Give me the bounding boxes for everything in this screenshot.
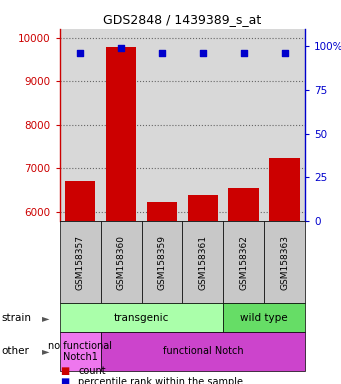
Bar [106, 47, 136, 221]
Point [118, 45, 124, 51]
Text: GDS2848 / 1439389_s_at: GDS2848 / 1439389_s_at [103, 13, 262, 26]
Text: count: count [78, 366, 106, 376]
Text: other: other [2, 346, 30, 356]
Text: ►: ► [42, 346, 50, 356]
Text: functional Notch: functional Notch [163, 346, 243, 356]
Text: GSM158357: GSM158357 [76, 235, 85, 290]
Point [282, 50, 287, 56]
Text: ■: ■ [60, 377, 69, 384]
Text: GSM158359: GSM158359 [158, 235, 166, 290]
Text: no functional
Notch1: no functional Notch1 [48, 341, 112, 362]
Point [200, 50, 206, 56]
Point [241, 50, 247, 56]
Text: strain: strain [2, 313, 32, 323]
Text: ■: ■ [60, 366, 69, 376]
Text: GSM158363: GSM158363 [280, 235, 289, 290]
Text: wild type: wild type [240, 313, 288, 323]
Point [159, 50, 165, 56]
Text: GSM158361: GSM158361 [198, 235, 207, 290]
Bar [147, 202, 177, 221]
Text: percentile rank within the sample: percentile rank within the sample [78, 377, 243, 384]
Text: ►: ► [42, 313, 50, 323]
Text: GSM158360: GSM158360 [117, 235, 125, 290]
Text: GSM158362: GSM158362 [239, 235, 248, 290]
Bar [269, 159, 300, 221]
Point [77, 50, 83, 56]
Bar [228, 188, 259, 221]
Bar [65, 180, 95, 221]
Bar [188, 195, 218, 221]
Text: transgenic: transgenic [114, 313, 169, 323]
